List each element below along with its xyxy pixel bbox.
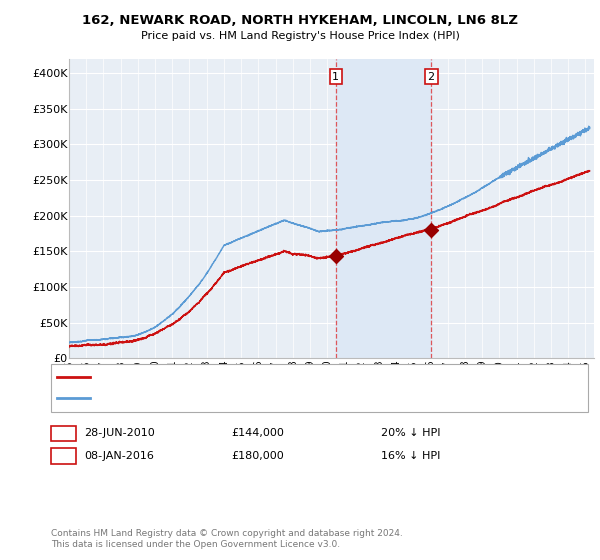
Text: £144,000: £144,000	[231, 428, 284, 438]
Text: Contains HM Land Registry data © Crown copyright and database right 2024.
This d: Contains HM Land Registry data © Crown c…	[51, 529, 403, 549]
Text: 2: 2	[60, 449, 67, 463]
Text: 162, NEWARK ROAD, NORTH HYKEHAM, LINCOLN, LN6 8LZ (detached house): 162, NEWARK ROAD, NORTH HYKEHAM, LINCOLN…	[96, 372, 472, 382]
Text: 28-JUN-2010: 28-JUN-2010	[84, 428, 155, 438]
Text: £180,000: £180,000	[231, 451, 284, 461]
Point	[427, 226, 436, 235]
Text: 2: 2	[428, 72, 435, 82]
Point	[331, 251, 341, 260]
Text: 16% ↓ HPI: 16% ↓ HPI	[381, 451, 440, 461]
Text: 162, NEWARK ROAD, NORTH HYKEHAM, LINCOLN, LN6 8LZ: 162, NEWARK ROAD, NORTH HYKEHAM, LINCOLN…	[82, 14, 518, 27]
Text: 08-JAN-2016: 08-JAN-2016	[84, 451, 154, 461]
Text: 1: 1	[60, 427, 67, 440]
Text: 20% ↓ HPI: 20% ↓ HPI	[381, 428, 440, 438]
Text: 1: 1	[332, 72, 340, 82]
Text: Price paid vs. HM Land Registry's House Price Index (HPI): Price paid vs. HM Land Registry's House …	[140, 31, 460, 41]
Text: HPI: Average price, detached house, North Kesteven: HPI: Average price, detached house, Nort…	[96, 393, 352, 403]
Bar	[336, 59, 431, 358]
